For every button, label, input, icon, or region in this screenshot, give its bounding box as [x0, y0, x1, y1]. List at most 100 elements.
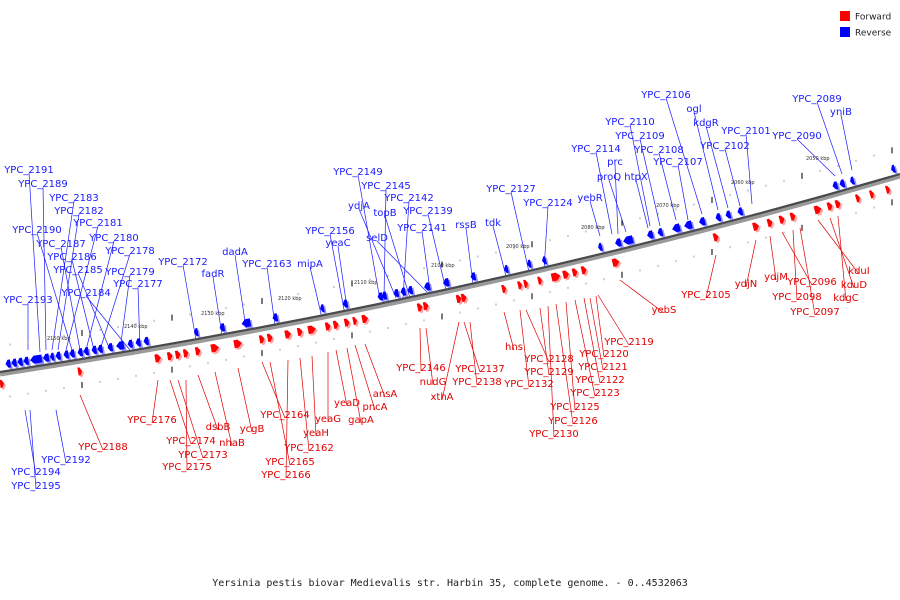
forward-gene-arrow[interactable] [233, 339, 244, 351]
forward-gene-arrow[interactable] [571, 267, 581, 279]
forward-gene-arrow[interactable] [154, 353, 163, 365]
gene-label-seld[interactable]: selD [366, 233, 388, 244]
forward-gene-arrow[interactable] [789, 211, 799, 223]
gene-label-ypc-2180[interactable]: YPC_2180 [88, 233, 139, 244]
gene-label-topb[interactable]: topB [373, 208, 396, 219]
reverse-gene-arrow[interactable] [622, 235, 636, 247]
reverse-gene-arrow[interactable] [671, 223, 683, 235]
forward-gene-arrow[interactable] [523, 279, 531, 290]
gene-label-ypc-2193[interactable]: YPC_2193 [2, 295, 53, 306]
reverse-gene-arrow[interactable] [832, 181, 841, 192]
gene-label-ypc-2178[interactable]: YPC_2178 [104, 246, 155, 257]
gene-label-yead[interactable]: yeaD [334, 398, 360, 409]
reverse-gene-arrow[interactable] [541, 256, 549, 267]
reverse-gene-arrow[interactable] [49, 352, 57, 363]
gene-label-ypc-2139[interactable]: YPC_2139 [402, 206, 453, 217]
gene-label-ypc-2146[interactable]: YPC_2146 [395, 363, 446, 374]
gene-label-ypc-2172[interactable]: YPC_2172 [157, 257, 208, 268]
gene-label-ypc-2187[interactable]: YPC_2187 [35, 239, 86, 250]
forward-gene-arrow[interactable] [166, 351, 175, 363]
reverse-gene-arrow[interactable] [193, 328, 201, 339]
reverse-gene-arrow[interactable] [91, 345, 99, 356]
gene-label-ypc-2185[interactable]: YPC_2185 [52, 265, 103, 276]
gene-label-yebs[interactable]: yebS [652, 305, 677, 316]
gene-label-ypc-2190[interactable]: YPC_2190 [11, 225, 62, 236]
reverse-gene-arrow[interactable] [83, 346, 91, 358]
forward-gene-arrow[interactable] [834, 199, 844, 210]
gene-label-ypc-2173[interactable]: YPC_2173 [177, 450, 228, 461]
forward-gene-arrow[interactable] [0, 379, 6, 390]
gene-label-ypc-2101[interactable]: YPC_2101 [720, 126, 771, 137]
reverse-gene-arrow[interactable] [272, 313, 281, 324]
forward-gene-arrow[interactable] [550, 271, 564, 284]
gene-label-ypc-2120[interactable]: YPC_2120 [578, 349, 629, 360]
gene-label-ypc-2090[interactable]: YPC_2090 [771, 131, 822, 142]
gene-label-ypc-2142[interactable]: YPC_2142 [383, 193, 434, 204]
gene-label-htpx[interactable]: htpX [624, 172, 648, 183]
gene-label-ypc-2165[interactable]: YPC_2165 [264, 457, 315, 468]
gene-label-ypc-2177[interactable]: YPC_2177 [112, 279, 163, 290]
forward-gene-arrow[interactable] [813, 204, 825, 216]
gene-label-ydja[interactable]: ydjA [348, 201, 370, 212]
gene-label-kdgr[interactable]: kdgR [693, 118, 718, 129]
reverse-gene-arrow[interactable] [319, 304, 327, 315]
forward-gene-arrow[interactable] [174, 350, 183, 361]
reverse-gene-arrow[interactable] [698, 216, 708, 229]
reverse-gene-arrow[interactable] [715, 212, 724, 224]
gene-label-tdk[interactable]: tdk [485, 218, 501, 229]
reverse-gene-arrow[interactable] [241, 318, 254, 330]
reverse-gene-arrow[interactable] [737, 207, 746, 218]
reverse-gene-arrow[interactable] [55, 351, 63, 362]
forward-gene-arrow[interactable] [537, 276, 545, 287]
gene-label-ypc-2114[interactable]: YPC_2114 [570, 144, 621, 155]
gene-label-dsbb[interactable]: dsbB [206, 422, 231, 433]
reverse-gene-arrow[interactable] [657, 227, 666, 238]
forward-gene-arrow[interactable] [361, 314, 370, 325]
gene-label-ypc-2124[interactable]: YPC_2124 [522, 198, 573, 209]
gene-label-ypc-2108[interactable]: YPC_2108 [633, 145, 684, 156]
forward-gene-arrow[interactable] [868, 189, 877, 201]
forward-gene-arrow[interactable] [752, 221, 762, 233]
forward-gene-arrow[interactable] [332, 320, 341, 331]
forward-gene-arrow[interactable] [182, 348, 191, 360]
gene-label-ypc-2166[interactable]: YPC_2166 [260, 470, 311, 481]
reverse-gene-arrow[interactable] [107, 342, 115, 354]
reverse-gene-arrow[interactable] [5, 359, 13, 370]
forward-gene-arrow[interactable] [854, 193, 863, 205]
gene-label-ypc-2179[interactable]: YPC_2179 [104, 267, 155, 278]
gene-label-ypc-2192[interactable]: YPC_2192 [40, 455, 91, 466]
reverse-gene-arrow[interactable] [63, 350, 71, 361]
gene-label-dada[interactable]: dadA [222, 247, 248, 258]
gene-label-ypc-2141[interactable]: YPC_2141 [396, 223, 447, 234]
forward-gene-arrow[interactable] [460, 293, 470, 304]
reverse-gene-arrow[interactable] [400, 287, 409, 298]
gene-label-ypc-2121[interactable]: YPC_2121 [577, 362, 628, 373]
gene-label-ypc-2107[interactable]: YPC_2107 [652, 157, 703, 168]
reverse-gene-arrow[interactable] [42, 353, 52, 364]
reverse-gene-arrow[interactable] [614, 238, 624, 249]
forward-gene-arrow[interactable] [210, 343, 221, 355]
reverse-gene-arrow[interactable] [646, 230, 656, 242]
gene-label-ypc-2132[interactable]: YPC_2132 [503, 379, 554, 390]
gene-label-ypc-2106[interactable]: YPC_2106 [640, 90, 691, 101]
reverse-gene-arrow[interactable] [839, 179, 848, 190]
reverse-gene-arrow[interactable] [526, 259, 534, 270]
gene-label-ypc-2149[interactable]: YPC_2149 [332, 167, 383, 178]
reverse-gene-arrow[interactable] [442, 278, 452, 289]
forward-gene-arrow[interactable] [517, 280, 525, 291]
reverse-gene-arrow[interactable] [17, 357, 25, 368]
gene-label-ypc-2138[interactable]: YPC_2138 [451, 377, 502, 388]
gene-label-ypc-2194[interactable]: YPC_2194 [10, 467, 61, 478]
reverse-gene-arrow[interactable] [77, 347, 85, 359]
reverse-gene-arrow[interactable] [470, 272, 479, 283]
gene-label-ansa[interactable]: ansA [373, 389, 398, 400]
forward-gene-arrow[interactable] [343, 318, 352, 329]
gene-label-ypc-2137[interactable]: YPC_2137 [454, 364, 505, 375]
gene-label-ypc-2110[interactable]: YPC_2110 [604, 117, 655, 128]
gene-label-fadr[interactable]: fadR [202, 269, 225, 280]
reverse-gene-arrow[interactable] [849, 176, 858, 187]
reverse-gene-arrow[interactable] [407, 285, 416, 297]
gene-label-pnca[interactable]: pncA [362, 402, 387, 413]
gene-label-ypc-2175[interactable]: YPC_2175 [161, 462, 212, 473]
gene-label-ypc-2098[interactable]: YPC_2098 [771, 292, 822, 303]
